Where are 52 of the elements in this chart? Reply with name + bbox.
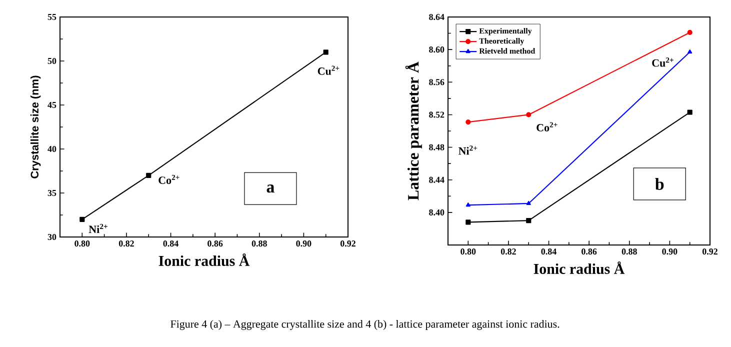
y-tick-label: 55 [48, 14, 56, 20]
y-tick-label: 35 [48, 190, 56, 196]
x-axis-title: Ionic radius Å [158, 253, 250, 266]
annotation: Co$^{2+}$ [158, 174, 180, 184]
x-tick-label: 0.90 [662, 248, 678, 255]
x-tick-label: 0.90 [296, 240, 312, 247]
y-tick-label: 50 [48, 58, 56, 64]
point [466, 220, 471, 225]
annotation: b [655, 178, 664, 190]
annotation: Ni$^{2+}$ [88, 224, 108, 233]
annotation: Co$^{2+}$ [536, 122, 558, 132]
x-tick-label: 0.88 [252, 240, 267, 247]
point [80, 216, 85, 222]
x-tick-label: 0.80 [460, 248, 476, 255]
annotation: a [266, 184, 274, 193]
x-tick-label: 0.86 [208, 240, 223, 247]
point [526, 218, 532, 224]
y-axis-title: Crystallite size (nm) [30, 76, 41, 178]
point [323, 50, 328, 55]
annotation: Cu$^{2+}$ [318, 66, 340, 75]
point [146, 172, 152, 178]
x-tick-label: 0.88 [622, 248, 637, 255]
x-tick-label: 0.92 [340, 240, 356, 247]
point [526, 112, 532, 118]
y-tick-label: 8.60 [429, 46, 444, 53]
y-tick-label: 8.56 [429, 79, 444, 86]
y-tick-label: 8.52 [429, 112, 444, 118]
x-tick-label: 0.82 [500, 248, 516, 255]
y-tick-label: 8.44 [429, 176, 444, 183]
annotation: Cu$^{2+}$ [652, 58, 674, 67]
point [526, 200, 531, 206]
x-tick-label: 0.84 [541, 248, 556, 255]
y-tick-label: 8.64 [429, 14, 444, 20]
x-tick-label: 0.82 [118, 240, 134, 247]
y-tick-label: 30 [48, 234, 56, 240]
x-tick-label: 0.84 [163, 240, 178, 247]
x-tick-label: 0.80 [74, 240, 90, 247]
point [687, 30, 692, 36]
point [466, 202, 470, 207]
y-tick-label: 8.48 [429, 144, 444, 150]
x-axis-title: Ionic radius Å [534, 261, 625, 274]
y-tick-label: 8.40 [429, 209, 444, 216]
caption: Figure 4 (a) – Aggregate crystallite size and 4 (b) - lattice parameter against ionic radius. [170, 320, 560, 330]
annotation: Ni$^{2+}$ [458, 146, 478, 155]
y-axis-title: Lattice parameter Å [405, 62, 422, 200]
x-tick-label: 0.86 [582, 248, 597, 255]
point [687, 110, 692, 115]
point [466, 120, 471, 125]
y-tick-label: 45 [48, 102, 56, 108]
y-tick-label: 40 [48, 146, 56, 152]
point [688, 49, 692, 54]
x-tick-label: 0.92 [702, 248, 718, 255]
